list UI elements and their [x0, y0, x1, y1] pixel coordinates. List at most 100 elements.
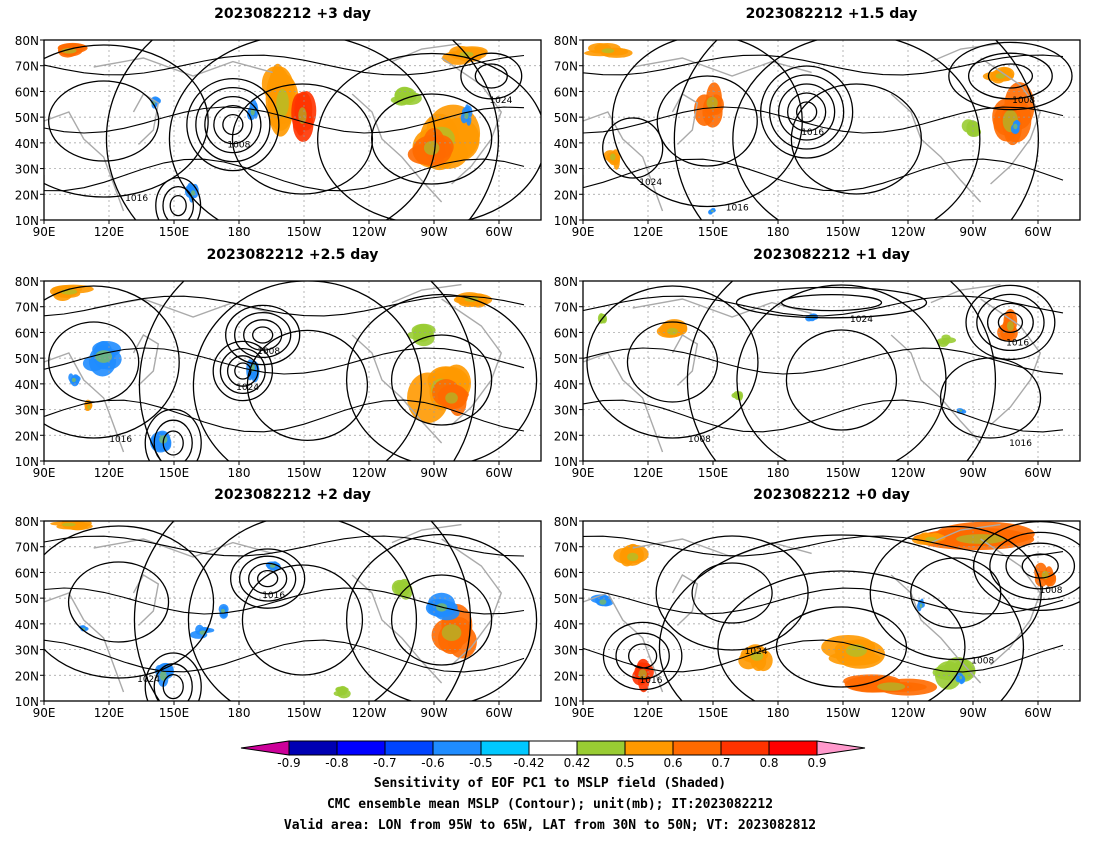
shaded-sensitivity-area	[967, 126, 974, 134]
lat-tick-label: 80N	[15, 34, 39, 48]
mslp-contour	[162, 430, 184, 456]
lat-tick-label: 80N	[15, 275, 39, 289]
lat-tick-label: 50N	[554, 352, 578, 366]
mslp-contour	[219, 347, 266, 395]
lon-tick-label: 60W	[485, 706, 512, 720]
mslp-contour	[732, 40, 981, 220]
mslp-contour	[44, 639, 525, 673]
mslp-contour	[965, 284, 1056, 361]
lat-tick-label: 10N	[15, 214, 39, 228]
mslp-contour	[247, 562, 288, 595]
lat-tick-label: 10N	[15, 695, 39, 709]
shaded-sensitivity-area	[1013, 123, 1018, 130]
coastline	[632, 538, 812, 558]
shaded-sensitivity-area	[191, 190, 196, 196]
contour-label: 1016	[1009, 439, 1032, 449]
colorbar-segment	[576, 740, 626, 756]
panel-title-p1: 2023082212 +1 day	[753, 247, 910, 263]
mslp-contour	[583, 347, 1064, 375]
panel-title-p15: 2023082212 +1.5 day	[745, 6, 918, 22]
lat-tick-label: 20N	[15, 188, 39, 202]
lon-tick-label: 90W	[959, 466, 986, 480]
mslp-contour	[243, 319, 283, 351]
mslp-contour	[976, 293, 1045, 352]
lon-tick-label: 120W	[352, 466, 387, 480]
colorbar-tick-label: 0.8	[759, 756, 778, 768]
panel-title-p2: 2023082212 +2 day	[214, 487, 371, 503]
lon-tick-label: 150E	[159, 225, 190, 239]
lon-tick-label: 120W	[352, 225, 387, 239]
mslp-contour	[229, 548, 306, 609]
contour-label: 1024	[489, 96, 512, 106]
mslp-contour	[44, 44, 209, 198]
shaded-sensitivity-area	[220, 608, 226, 614]
lat-tick-label: 80N	[554, 275, 578, 289]
lat-tick-label: 50N	[15, 352, 39, 366]
mslp-contour	[44, 158, 525, 192]
contour-label: 1008	[1012, 96, 1035, 106]
coastline	[980, 57, 1042, 185]
coastline	[132, 574, 160, 626]
mslp-contour	[583, 587, 1064, 615]
coastline	[890, 334, 982, 444]
lat-tick-label: 40N	[554, 378, 578, 392]
mslp-contour	[474, 63, 508, 89]
lon-tick-label: 180	[767, 466, 790, 480]
mslp-contour	[256, 569, 279, 588]
colorbar-segment	[768, 740, 818, 756]
colorbar-tick-label: -0.5	[469, 756, 492, 768]
lat-tick-label: 10N	[554, 695, 578, 709]
caption-line-2: CMC ensemble mean MSLP (Contour); unit(m…	[326, 797, 774, 812]
lat-tick-label: 60N	[15, 566, 39, 580]
lon-tick-label: 150E	[159, 466, 190, 480]
coastline	[671, 574, 699, 626]
mslp-contour	[144, 408, 202, 461]
coastline	[441, 298, 503, 426]
shaded-sensitivity-area	[339, 689, 346, 695]
mslp-contour	[785, 329, 898, 431]
mslp-contour	[656, 75, 758, 167]
map-frame	[43, 520, 542, 702]
lat-tick-label: 60N	[554, 326, 578, 340]
mslp-contour	[583, 639, 1064, 673]
mslp-contour	[655, 535, 809, 651]
map-panels: 1008 1016 1024 1008 1016 1024 80N 70N 60N 50N 40N 3…	[15, 34, 1081, 720]
shaded-sensitivity-area	[706, 96, 718, 110]
lat-tick-label: 20N	[15, 429, 39, 443]
contour-label: 1008	[971, 657, 994, 667]
mslp-contour	[986, 302, 1034, 343]
lat-tick-label: 70N	[554, 541, 578, 555]
lat-tick-label: 80N	[15, 515, 39, 529]
lat-tick-label: 70N	[15, 301, 39, 315]
coastline	[890, 574, 982, 684]
lat-tick-label: 20N	[15, 669, 39, 683]
colorbar-lower-extend	[240, 740, 290, 756]
lon-tick-label: 60W	[1024, 706, 1051, 720]
contour-label: 1024	[456, 222, 479, 232]
colorbar-segment	[480, 740, 530, 756]
colorbar-segment	[528, 740, 578, 756]
colorbar-tick-label: -0.9	[277, 756, 300, 768]
shaded-sensitivity-area	[610, 153, 616, 161]
shaded-sensitivity-area	[416, 331, 427, 339]
contour-label: 1016	[333, 241, 356, 251]
lon-tick-label: 150E	[698, 225, 729, 239]
colorbar-upper-extend	[816, 740, 866, 756]
contour-label: 1008	[1040, 586, 1063, 596]
lat-tick-label: 40N	[554, 137, 578, 151]
shaded-sensitivity-area	[925, 536, 937, 542]
contour-label: 1024	[137, 675, 160, 685]
coastline	[44, 592, 125, 693]
shaded-sensitivity-area	[943, 338, 949, 343]
mslp-contour	[212, 340, 274, 402]
lat-tick-label: 50N	[554, 111, 578, 125]
mslp-contour	[869, 525, 1042, 661]
mslp-contour	[162, 673, 184, 700]
shaded-sensitivity-area	[423, 141, 440, 155]
lon-tick-label: 60W	[485, 466, 512, 480]
lat-tick-label: 60N	[15, 326, 39, 340]
shaded-sensitivity-area	[276, 89, 289, 117]
shaded-sensitivity-area	[638, 669, 647, 679]
lon-tick-label: 60W	[1024, 225, 1051, 239]
mslp-contour	[987, 63, 1034, 89]
